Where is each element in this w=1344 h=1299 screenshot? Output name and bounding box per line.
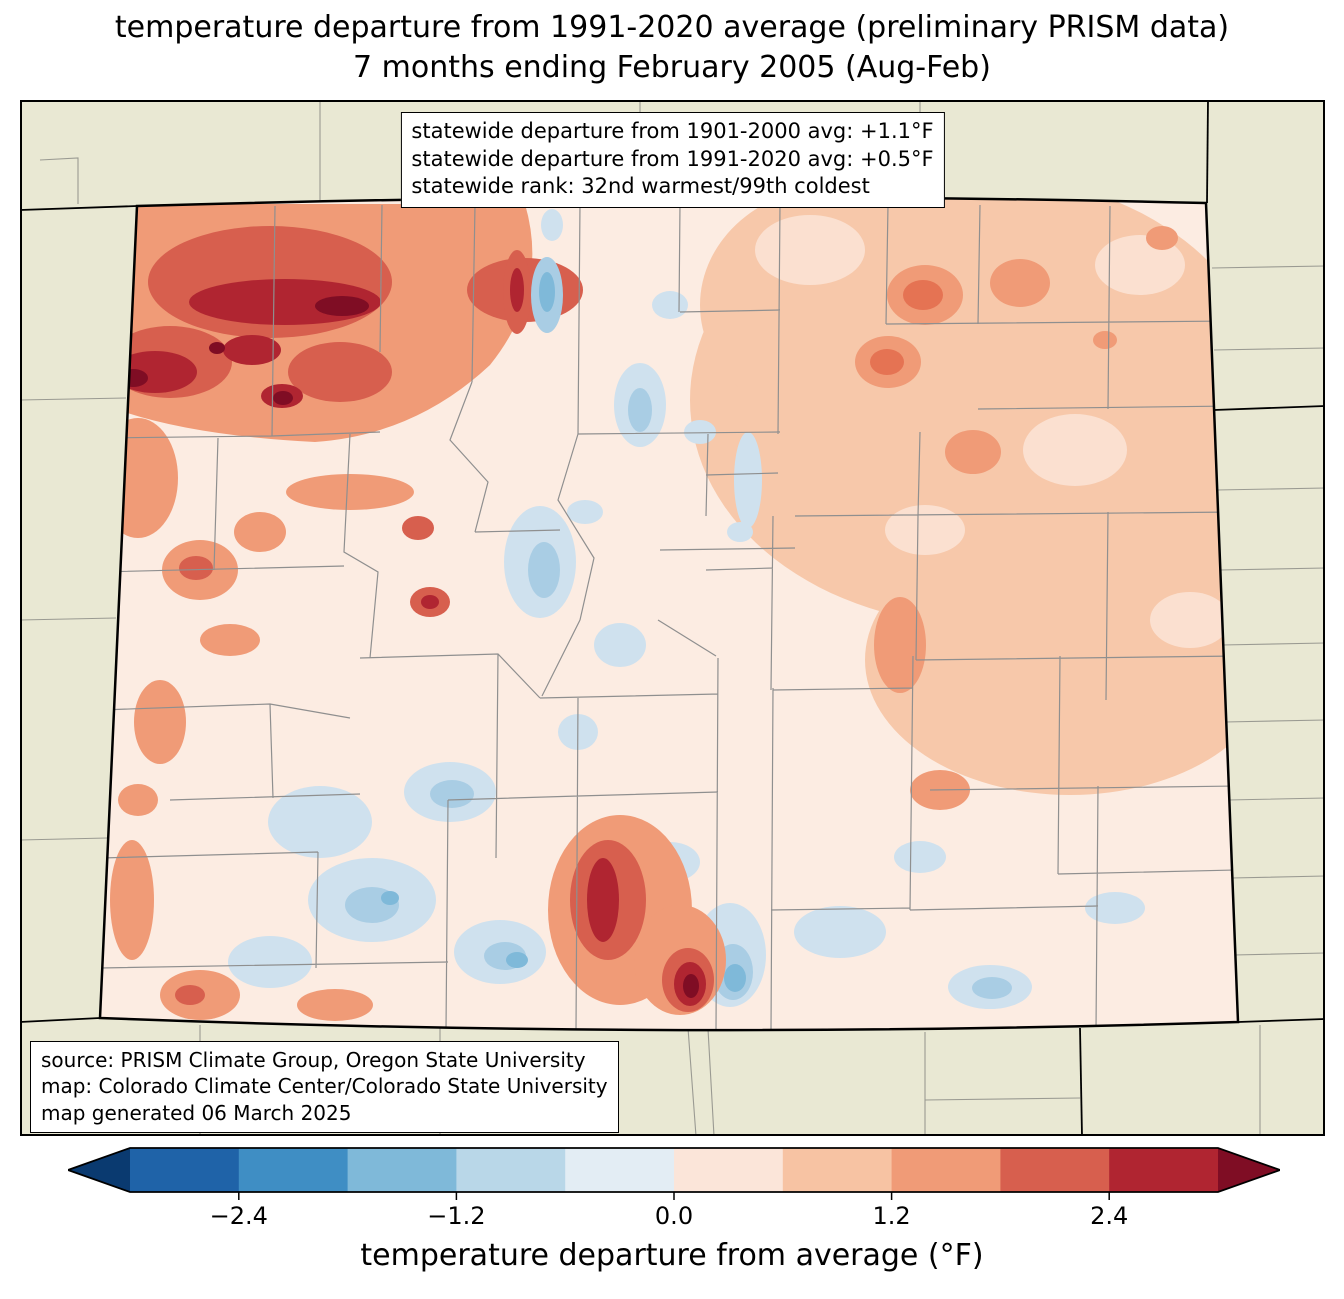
south-central-hot-cluster: [548, 815, 726, 1015]
colorbar-under-arrow: [68, 1148, 130, 1192]
colorbar-axis-label: temperature departure from average (°F): [360, 1238, 984, 1273]
stat-line-1901-2000: statewide departure from 1901-2000 avg: …: [411, 119, 934, 143]
stat-line-1991-2020: statewide departure from 1991-2020 avg: …: [411, 146, 934, 171]
colorbar-segment: [1000, 1148, 1110, 1192]
colorbar-graphic: [65, 1147, 1283, 1200]
stat-line-rank: statewide rank: 32nd warmest/99th coldes…: [411, 174, 870, 199]
colorbar-segment: [130, 1148, 240, 1192]
colorbar-segment: [238, 1148, 349, 1192]
cool-patches-deep: [381, 272, 746, 992]
page-title: temperature departure from 1991-2020 ave…: [0, 8, 1344, 87]
colorbar-segment: [782, 1148, 893, 1192]
colorbar-tick-label: −2.4: [209, 1202, 268, 1230]
colorbar-segment: [674, 1148, 784, 1192]
colorbar-segment: [891, 1148, 1001, 1192]
map-credit-line: map: Colorado Climate Center/Colorado St…: [41, 1074, 608, 1099]
west-central-hot-cores: [175, 516, 450, 1005]
statewide-stats-box: statewide departure from 1901-2000 avg: …: [400, 112, 945, 209]
colorbar-segment: [565, 1148, 675, 1192]
east-warm-blobs: [855, 226, 1178, 810]
map-frame: statewide departure from 1901-2000 avg: …: [20, 100, 1325, 1136]
colorbar-tick-label: 2.4: [1090, 1202, 1129, 1230]
east-pale-patches: [755, 215, 1230, 648]
source-line: source: PRISM Climate Group, Oregon Stat…: [41, 1048, 586, 1072]
colorbar-tick-label: −1.2: [427, 1202, 486, 1230]
colorbar-segment: [347, 1148, 457, 1192]
colorbar-tick-label: 1.2: [872, 1202, 911, 1230]
temperature-anomaly-layer: [100, 197, 1238, 1031]
colorbar-tick-labels: −2.4 −1.2 0.0 1.2 2.4: [68, 1202, 1280, 1232]
title-line-1: temperature departure from 1991-2020 ave…: [114, 10, 1230, 45]
colorbar-segment: [456, 1148, 566, 1192]
neighbor-state-borders: [20, 100, 1325, 1136]
colorbar-over-arrow: [1218, 1148, 1280, 1192]
west-central-very-hot-spot: [421, 595, 439, 609]
west-central-warm-blobs: [118, 474, 414, 1021]
generated-date-line: map generated 06 March 2025: [41, 1100, 352, 1125]
colorbar-tick-label: 0.0: [654, 1202, 694, 1230]
colorado-temperature-anomaly-map: [20, 100, 1325, 1136]
map-axes-frame: [20, 100, 1325, 1136]
colorbar: [65, 1146, 1283, 1204]
county-boundaries: [100, 203, 1237, 1031]
source-attribution-box: source: PRISM Climate Group, Oregon Stat…: [30, 1041, 619, 1134]
east-warm-cores: [870, 280, 943, 375]
colorbar-segment: [1109, 1148, 1219, 1192]
title-line-2: 7 months ending February 2005 (Aug-Feb): [353, 49, 991, 85]
